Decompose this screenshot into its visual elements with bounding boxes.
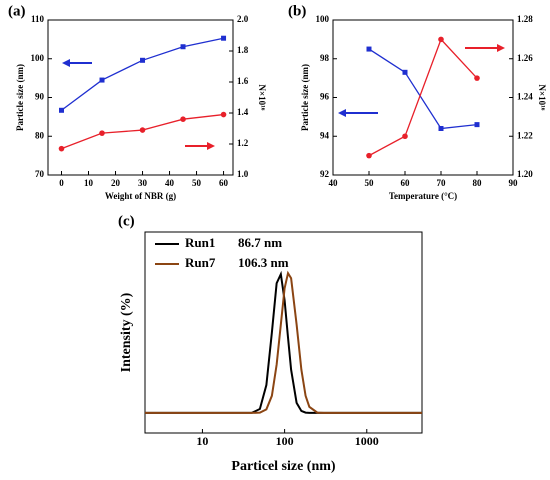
x-tick-label: 90 bbox=[509, 178, 519, 188]
marker bbox=[438, 126, 444, 131]
panel-label: (b) bbox=[288, 3, 306, 19]
arrows bbox=[62, 44, 505, 150]
marker bbox=[59, 107, 65, 113]
y2-axis-label: N×10¹⁶ bbox=[257, 84, 267, 110]
y2-tick-label: 1.6 bbox=[237, 76, 249, 86]
marker bbox=[58, 145, 65, 152]
x-axis-label: Temperature (°C) bbox=[389, 191, 457, 201]
y2-tick-label: 1.28 bbox=[517, 14, 533, 24]
x-tick-label: 60 bbox=[401, 178, 411, 188]
y2-tick-label: 1.4 bbox=[237, 107, 249, 117]
marker bbox=[220, 111, 227, 118]
y-tick-label: 80 bbox=[35, 130, 45, 140]
y2-tick-label: 1.24 bbox=[517, 92, 533, 102]
series-line bbox=[145, 270, 422, 414]
marker bbox=[99, 130, 105, 136]
x-tick-label: 100 bbox=[276, 434, 294, 448]
x-tick-label: 40 bbox=[165, 178, 175, 188]
marker bbox=[99, 77, 105, 83]
marker bbox=[180, 116, 186, 122]
series-line bbox=[144, 270, 422, 414]
y2-axis-label: N×10¹⁶ bbox=[537, 84, 547, 110]
y-axis-label: Particle size (nm) bbox=[15, 64, 25, 131]
y-axis-label: Particle size (nm) bbox=[300, 64, 310, 131]
panel-label: (c) bbox=[118, 213, 135, 229]
arrow-head bbox=[338, 109, 346, 117]
marker bbox=[366, 152, 372, 159]
x-tick-label: 20 bbox=[111, 178, 121, 188]
legend-label: Run1 bbox=[185, 235, 215, 250]
y-tick-label: 98 bbox=[320, 53, 330, 63]
marker bbox=[474, 75, 480, 81]
marker bbox=[474, 122, 480, 128]
legend-label: Run7 bbox=[185, 255, 216, 270]
x-tick-label: 40 bbox=[329, 178, 339, 188]
x-tick-label: 70 bbox=[437, 178, 447, 188]
y2-tick-label: 1.26 bbox=[517, 53, 533, 63]
x-tick-label: 0 bbox=[59, 178, 64, 188]
marker bbox=[402, 133, 408, 140]
marker bbox=[180, 44, 186, 50]
x-tick-label: 80 bbox=[473, 178, 483, 188]
y2-tick-label: 1.20 bbox=[517, 169, 533, 179]
y-tick-label: 110 bbox=[31, 14, 45, 24]
plot-frame bbox=[47, 19, 234, 176]
y-tick-label: 92 bbox=[320, 169, 330, 179]
y-tick-label: 70 bbox=[35, 169, 45, 179]
panel-label: (a) bbox=[8, 3, 26, 19]
y2-tick-label: 2.0 bbox=[237, 14, 249, 24]
x-axis-label: Weight of NBR (g) bbox=[105, 191, 176, 201]
series-line bbox=[368, 38, 478, 157]
arrow-head bbox=[497, 44, 505, 52]
y-tick-label: 96 bbox=[320, 92, 330, 102]
y-axis-label: Intensity (%) bbox=[119, 292, 134, 372]
marker bbox=[366, 46, 372, 52]
x-tick-label: 30 bbox=[138, 178, 148, 188]
x-tick-label: 50 bbox=[192, 178, 202, 188]
y-tick-label: 100 bbox=[316, 14, 330, 24]
y2-tick-label: 1.0 bbox=[237, 169, 249, 179]
legend-annotation: 106.3 nm bbox=[238, 255, 289, 270]
arrow-head bbox=[207, 142, 215, 150]
y-tick-label: 100 bbox=[31, 53, 45, 63]
plot-frame bbox=[144, 231, 423, 434]
plot-frame bbox=[332, 19, 514, 176]
arrow-head bbox=[62, 59, 70, 67]
y-tick-label: 90 bbox=[35, 92, 45, 102]
x-tick-label: 50 bbox=[365, 178, 375, 188]
marker bbox=[221, 35, 227, 41]
y2-tick-label: 1.2 bbox=[237, 138, 249, 148]
legend-annotation: 86.7 nm bbox=[238, 235, 282, 250]
marker bbox=[402, 69, 408, 75]
y-tick-label: 94 bbox=[320, 130, 330, 140]
x-tick-label: 10 bbox=[84, 178, 94, 188]
marker bbox=[140, 57, 146, 63]
series-line bbox=[368, 48, 478, 130]
x-axis-label: Particel size (nm) bbox=[231, 459, 336, 474]
marker bbox=[139, 127, 146, 133]
marker bbox=[438, 36, 444, 43]
x-tick-label: 60 bbox=[219, 178, 229, 188]
x-tick-label: 1000 bbox=[355, 434, 379, 448]
y2-tick-label: 1.8 bbox=[237, 45, 249, 55]
x-tick-label: 10 bbox=[196, 434, 208, 448]
series-line bbox=[61, 37, 224, 111]
y2-tick-label: 1.22 bbox=[517, 130, 533, 140]
